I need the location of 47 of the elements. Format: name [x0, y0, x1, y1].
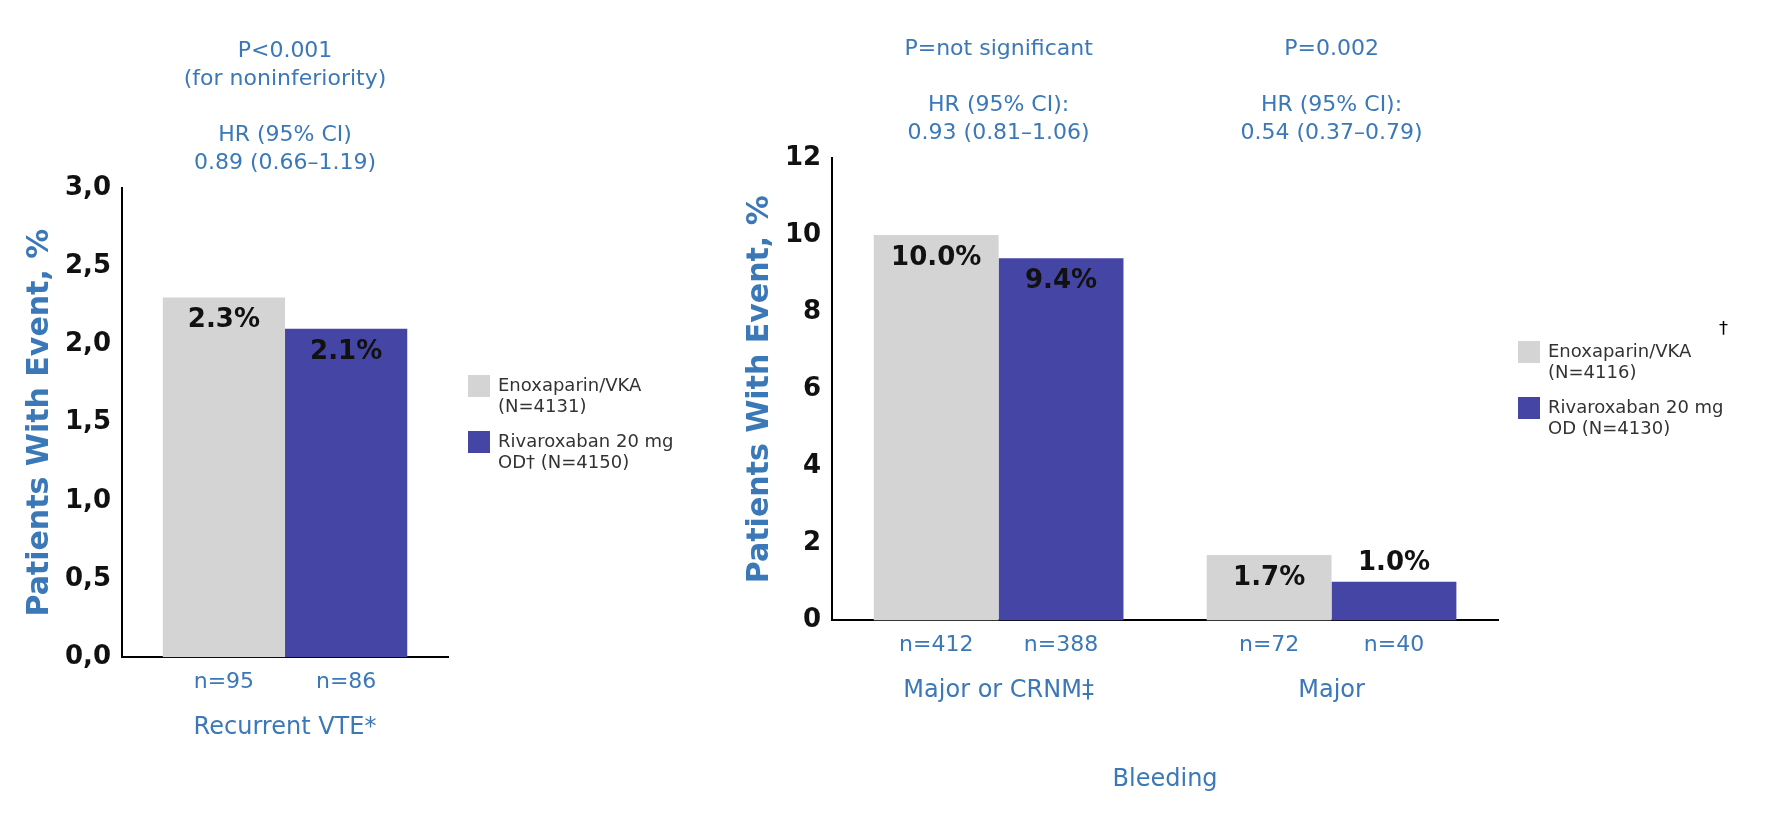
bar [873, 235, 999, 621]
text: HR (95% CI): 0.93 (0.81–1.06) [907, 90, 1090, 144]
x-tick-label: Major or CRNM‡ [903, 675, 1094, 704]
data-label: 2.1% [310, 334, 383, 365]
text: HR (95% CI) 0.89 (0.66–1.19) [193, 120, 377, 174]
text: P<0.001 (for noninferiority) [183, 36, 387, 90]
y-tick-label: 10 [784, 217, 822, 248]
data-label: 1.0% [1357, 545, 1431, 576]
text: n=388 [1023, 631, 1099, 657]
x-axis-title: Bleeding [1112, 763, 1218, 792]
text: n=72 [1238, 631, 1300, 657]
y-tick-label: 6 [803, 371, 822, 402]
data-label: 9.4% [1025, 263, 1098, 294]
text: n=95 [193, 667, 255, 693]
y-tick-label: 3,0 [65, 170, 112, 201]
y-axis-title: Patients With Event, % [739, 195, 775, 584]
y-tick-label: 0 [803, 603, 822, 634]
bar [1331, 581, 1457, 621]
data-label: 2.3% [187, 303, 260, 334]
bar [998, 258, 1124, 621]
legend-label: Enoxaparin/VKA (N=4116) [1548, 340, 1693, 383]
y-tick-label: 2 [803, 526, 822, 557]
y-tick-label: 0,5 [65, 561, 112, 592]
bar [1206, 554, 1332, 621]
legend-label: Rivaroxaban 20 mg OD (N=4130) [1548, 396, 1725, 439]
y-tick-label: 12 [784, 140, 822, 171]
text: † [1719, 316, 1728, 338]
text: HR (95% CI): 0.54 (0.37–0.79) [1240, 90, 1423, 144]
data-label: 1.7% [1233, 560, 1306, 591]
x-tick-label: Major [1298, 675, 1365, 704]
y-tick-label: 2,5 [65, 248, 112, 279]
text: n=40 [1363, 631, 1425, 657]
data-label: 10.0% [891, 240, 982, 271]
y-tick-label: 1,0 [65, 483, 112, 514]
y-tick-label: 1,5 [65, 405, 112, 436]
legend-label: Enoxaparin/VKA (N=4131) [498, 373, 643, 416]
y-axis-title: Patients With Event, % [19, 228, 55, 617]
x-tick-label: Recurrent VTE* [193, 711, 377, 740]
y-tick-label: 0,0 [65, 639, 112, 670]
text: P=not significant [904, 34, 1094, 60]
text: P=0.002 [1284, 34, 1379, 60]
y-tick-label: 4 [803, 449, 822, 480]
text: n=412 [899, 631, 974, 657]
text: n=86 [315, 667, 377, 693]
legend-label: Rivaroxaban 20 mg OD† (N=4150) [498, 429, 675, 472]
y-tick-label: 8 [803, 294, 822, 325]
y-tick-label: 2,0 [65, 327, 112, 358]
